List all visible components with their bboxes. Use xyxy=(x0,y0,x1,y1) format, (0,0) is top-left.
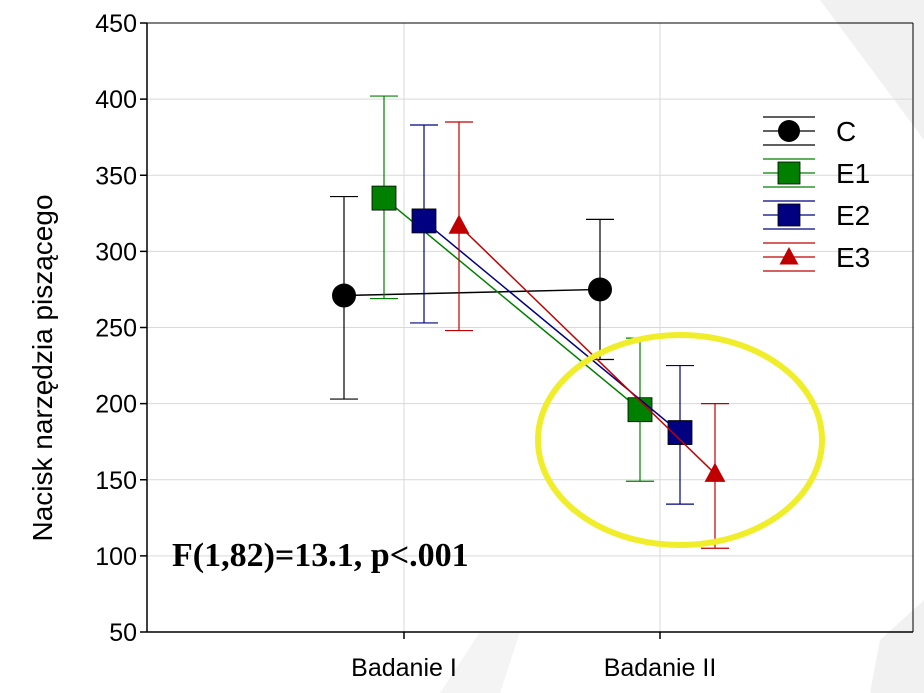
legend-label-e1: E1 xyxy=(836,158,870,189)
data-point-e3 xyxy=(448,214,470,234)
x-tick-label: Badanie II xyxy=(604,654,717,682)
y-axis-ticks: 50 100 150 200 250 300 350 400 450 xyxy=(95,10,147,647)
highlight-ellipse xyxy=(535,332,825,548)
y-tick-label: 350 xyxy=(95,162,137,190)
series-c xyxy=(330,195,614,400)
y-tick-label: 200 xyxy=(95,391,137,419)
legend-marker-e3 xyxy=(779,247,799,265)
data-point-c xyxy=(332,283,356,308)
data-point-e3 xyxy=(704,462,726,482)
y-tick-label: 250 xyxy=(95,315,137,343)
watermark-shape xyxy=(440,632,520,693)
y-tick-label: 150 xyxy=(95,467,137,495)
legend-marker-e2 xyxy=(777,203,801,227)
y-tick-label: 100 xyxy=(95,543,137,571)
series-line-e1 xyxy=(383,197,641,411)
x-tick-label: Badanie I xyxy=(351,654,457,682)
legend-item-c: C xyxy=(763,116,856,147)
series-line-e3 xyxy=(458,224,716,475)
watermark-shape xyxy=(820,0,924,140)
data-point-e2 xyxy=(411,208,437,234)
y-axis-title: Nacisk narzędzia piszącego xyxy=(27,194,58,541)
highlight-ellipse-layer xyxy=(535,332,825,548)
watermark-shape xyxy=(870,600,924,693)
series-e2 xyxy=(410,124,694,505)
y-tick-label: 300 xyxy=(95,238,137,266)
y-tick-label: 400 xyxy=(95,86,137,114)
data-point-c xyxy=(588,277,612,302)
y-tick-label: 450 xyxy=(95,10,137,38)
legend-item-e3: E3 xyxy=(763,242,870,273)
legend-label-c: C xyxy=(836,116,856,147)
background-watermark xyxy=(440,0,924,693)
legend: C E1 E2 E3 xyxy=(763,116,870,273)
legend-label-e2: E2 xyxy=(836,200,870,231)
x-axis-ticks: Badanie I Badanie II xyxy=(351,632,716,682)
series-layer xyxy=(330,95,729,549)
legend-marker-e1 xyxy=(777,161,801,185)
data-point-e1 xyxy=(371,185,397,211)
legend-marker-c xyxy=(778,120,800,142)
legend-label-e3: E3 xyxy=(836,242,870,273)
statistics-annotation: F(1,82)=13.1, p<.001 xyxy=(172,537,469,574)
series-e3 xyxy=(445,121,729,549)
series-line-c xyxy=(343,288,601,297)
legend-item-e2: E2 xyxy=(763,200,870,231)
series-line-e2 xyxy=(423,220,681,434)
legend-item-e1: E1 xyxy=(763,158,870,189)
y-tick-label: 50 xyxy=(109,619,137,647)
